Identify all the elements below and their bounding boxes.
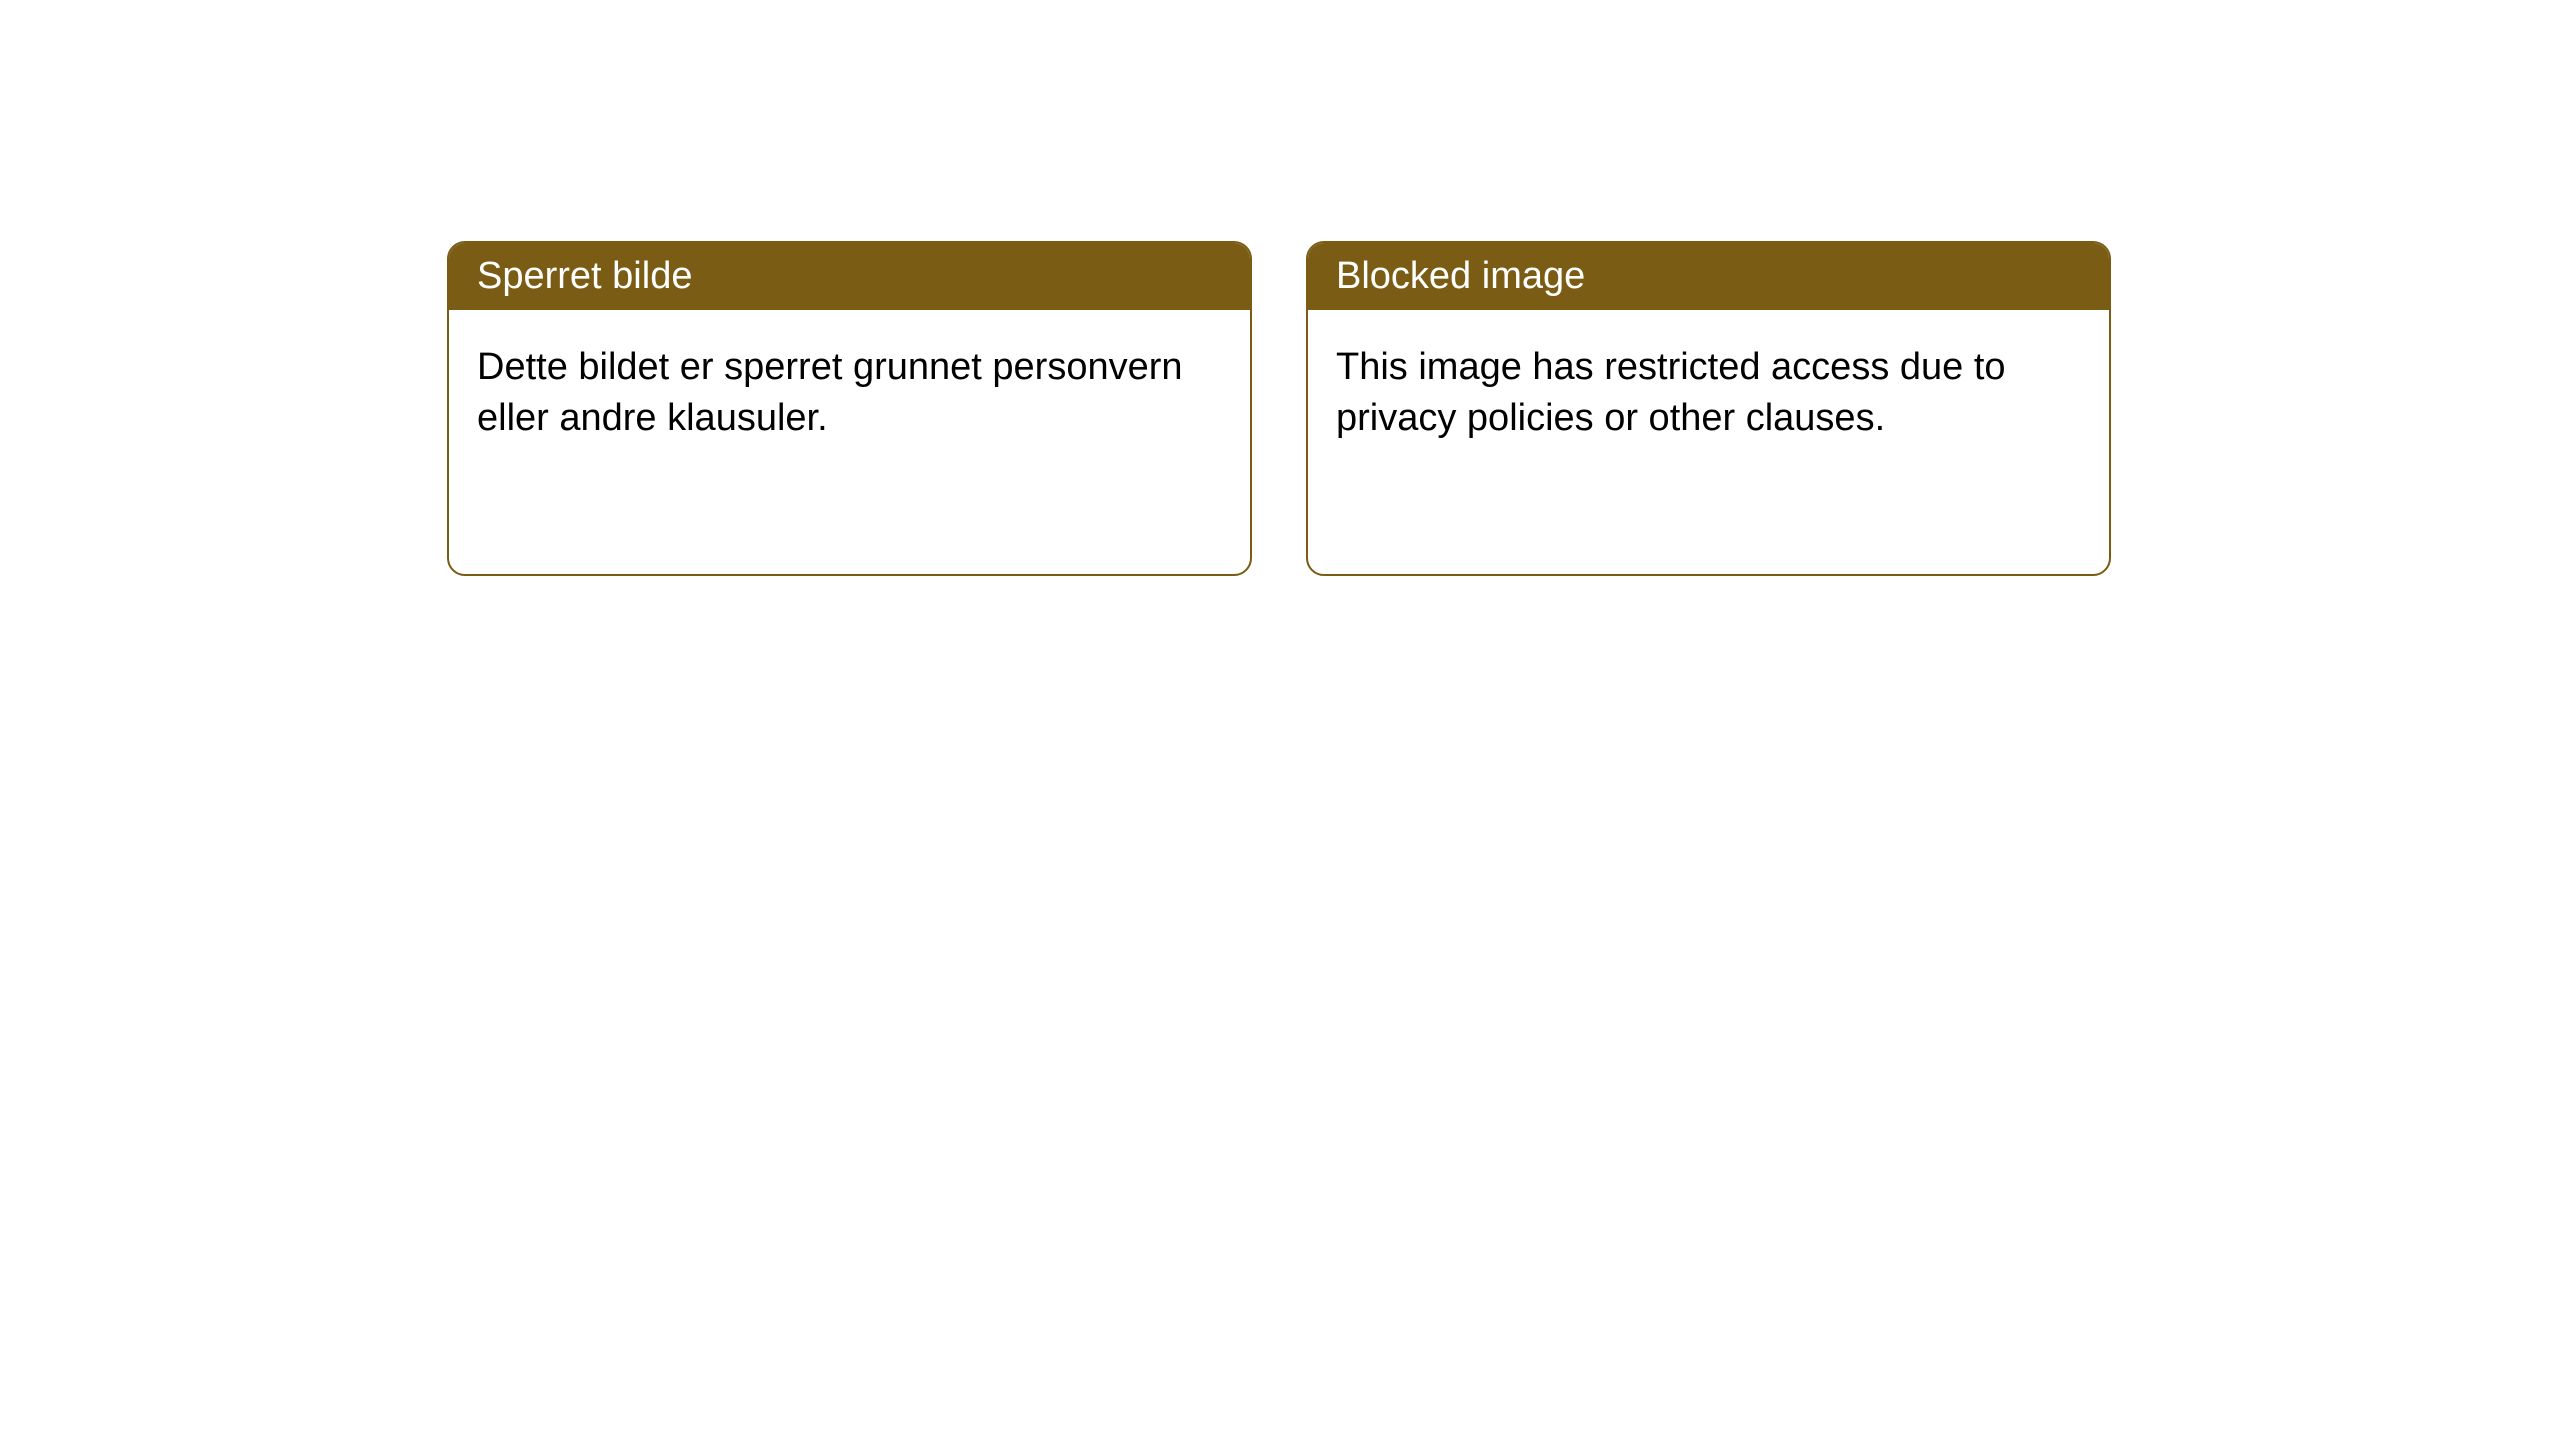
card-body-text: Dette bildet er sperret grunnet personve…	[477, 346, 1183, 439]
blocked-image-card-no: Sperret bilde Dette bildet er sperret gr…	[447, 241, 1252, 576]
card-container: Sperret bilde Dette bildet er sperret gr…	[0, 0, 2560, 576]
card-body-text: This image has restricted access due to …	[1336, 346, 2006, 439]
blocked-image-card-en: Blocked image This image has restricted …	[1306, 241, 2111, 576]
card-body: This image has restricted access due to …	[1308, 310, 2109, 477]
card-header: Sperret bilde	[449, 243, 1250, 310]
card-title: Blocked image	[1336, 255, 1585, 297]
card-header: Blocked image	[1308, 243, 2109, 310]
card-body: Dette bildet er sperret grunnet personve…	[449, 310, 1250, 477]
card-title: Sperret bilde	[477, 255, 692, 297]
